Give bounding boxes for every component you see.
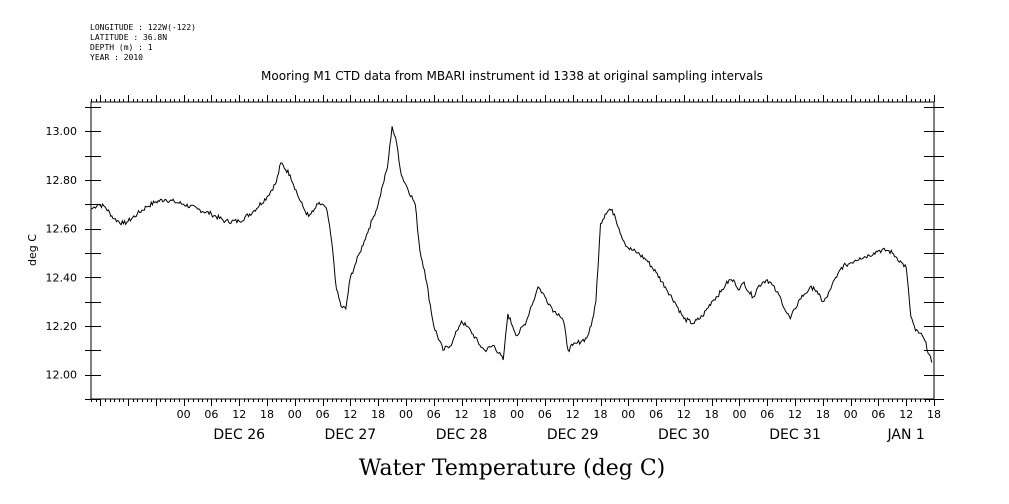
x-tick-label: 00: [510, 408, 524, 421]
x-tick-label: 18: [260, 408, 274, 421]
x-day-label: DEC 28: [436, 427, 488, 443]
x-tick-label: 06: [871, 408, 885, 421]
x-tick-label: 06: [427, 408, 441, 421]
x-tick-label: 12: [455, 408, 469, 421]
x-tick-label: 06: [538, 408, 552, 421]
latitude-label: LATITUDE : 36.8N: [90, 33, 167, 42]
x-bottom-ticks: [91, 399, 935, 406]
x-tick-label: 12: [788, 408, 802, 421]
x-tick-labels: 00 06 12 18 00 06 12 18 00 06 12 18 00 06 12 18 00 06 12 18…: [177, 408, 941, 421]
x-day-label: DEC 29: [547, 427, 599, 443]
x-tick-label: 00: [732, 408, 746, 421]
x-tick-label: 18: [816, 408, 830, 421]
x-tick-label: 00: [399, 408, 413, 421]
y-tick-label: 12.20: [46, 320, 78, 333]
x-tick-label: 06: [760, 408, 774, 421]
x-tick-label: 06: [204, 408, 218, 421]
x-tick-label: 12: [232, 408, 246, 421]
y-tick-label: 13.00: [46, 125, 78, 138]
x-tick-label: 12: [899, 408, 913, 421]
x-tick-label: 18: [705, 408, 719, 421]
x-tick-label: 18: [594, 408, 608, 421]
axis-ticks: [85, 95, 944, 406]
y-tick-label: 12.00: [46, 369, 78, 382]
longitude-label: LONGITUDE : 122W(-122): [90, 23, 196, 32]
x-tick-label: 00: [844, 408, 858, 421]
x-top-ticks: [91, 95, 935, 102]
y-tick-label: 12.80: [46, 174, 78, 187]
x-tick-label: 00: [177, 408, 191, 421]
plot-frame: [90, 101, 935, 400]
chart-title: Mooring M1 CTD data from MBARI instrumen…: [261, 69, 763, 83]
x-day-label: JAN 1: [887, 427, 925, 443]
x-tick-label: 18: [371, 408, 385, 421]
x-tick-label: 06: [649, 408, 663, 421]
x-day-label: DEC 30: [658, 427, 710, 443]
x-tick-label: 18: [482, 408, 496, 421]
x-day-labels: DEC 26 DEC 27 DEC 28 DEC 29 DEC 30 DEC 31 JAN …: [213, 427, 924, 443]
y-tick-labels: 12.00 12.20 12.40 12.60 12.80 13.00: [46, 125, 78, 381]
y-tick-label: 12.60: [46, 223, 78, 236]
x-tick-label: 18: [927, 408, 941, 421]
temperature-series-line: [91, 126, 933, 363]
depth-label: DEPTH (m) : 1: [90, 43, 153, 52]
year-label: YEAR : 2010: [90, 53, 143, 62]
y-tick-label: 12.40: [46, 271, 78, 284]
x-tick-label: 12: [343, 408, 357, 421]
x-tick-label: 00: [288, 408, 302, 421]
x-day-label: DEC 31: [769, 427, 821, 443]
x-day-label: DEC 27: [325, 427, 377, 443]
x-tick-label: 12: [566, 408, 580, 421]
x-tick-label: 06: [316, 408, 330, 421]
x-tick-label: 12: [677, 408, 691, 421]
y-axis-label: deg C: [26, 234, 39, 266]
x-tick-label: 00: [621, 408, 635, 421]
y-ticks: [85, 107, 944, 400]
x-day-label: DEC 26: [213, 427, 265, 443]
x-axis-title: Water Temperature (deg C): [359, 456, 666, 481]
metadata-header: LONGITUDE : 122W(-122) LATITUDE : 36.8N …: [90, 23, 196, 62]
